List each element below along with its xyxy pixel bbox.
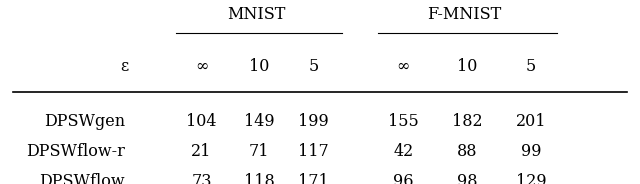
Text: 117: 117 bbox=[298, 143, 329, 160]
Text: 10: 10 bbox=[457, 58, 477, 75]
Text: 5: 5 bbox=[308, 58, 319, 75]
Text: DPSWflow: DPSWflow bbox=[39, 173, 125, 184]
Text: 42: 42 bbox=[393, 143, 413, 160]
Text: 199: 199 bbox=[298, 113, 329, 130]
Text: 99: 99 bbox=[521, 143, 541, 160]
Text: F-MNIST: F-MNIST bbox=[427, 6, 501, 23]
Text: DPSWgen: DPSWgen bbox=[44, 113, 125, 130]
Text: 98: 98 bbox=[457, 173, 477, 184]
Text: 73: 73 bbox=[191, 173, 212, 184]
Text: 149: 149 bbox=[244, 113, 275, 130]
Text: 155: 155 bbox=[388, 113, 419, 130]
Text: MNIST: MNIST bbox=[227, 6, 285, 23]
Text: 104: 104 bbox=[186, 113, 217, 130]
Text: 129: 129 bbox=[516, 173, 547, 184]
Text: 71: 71 bbox=[249, 143, 269, 160]
Text: 96: 96 bbox=[393, 173, 413, 184]
Text: 88: 88 bbox=[457, 143, 477, 160]
Text: 171: 171 bbox=[298, 173, 329, 184]
Text: 10: 10 bbox=[249, 58, 269, 75]
Text: 21: 21 bbox=[191, 143, 212, 160]
Text: 182: 182 bbox=[452, 113, 483, 130]
Text: ε: ε bbox=[121, 58, 129, 75]
Text: 5: 5 bbox=[526, 58, 536, 75]
Text: ∞: ∞ bbox=[195, 58, 208, 75]
Text: ∞: ∞ bbox=[397, 58, 410, 75]
Text: 118: 118 bbox=[244, 173, 275, 184]
Text: 201: 201 bbox=[516, 113, 547, 130]
Text: DPSWflow-r: DPSWflow-r bbox=[26, 143, 125, 160]
